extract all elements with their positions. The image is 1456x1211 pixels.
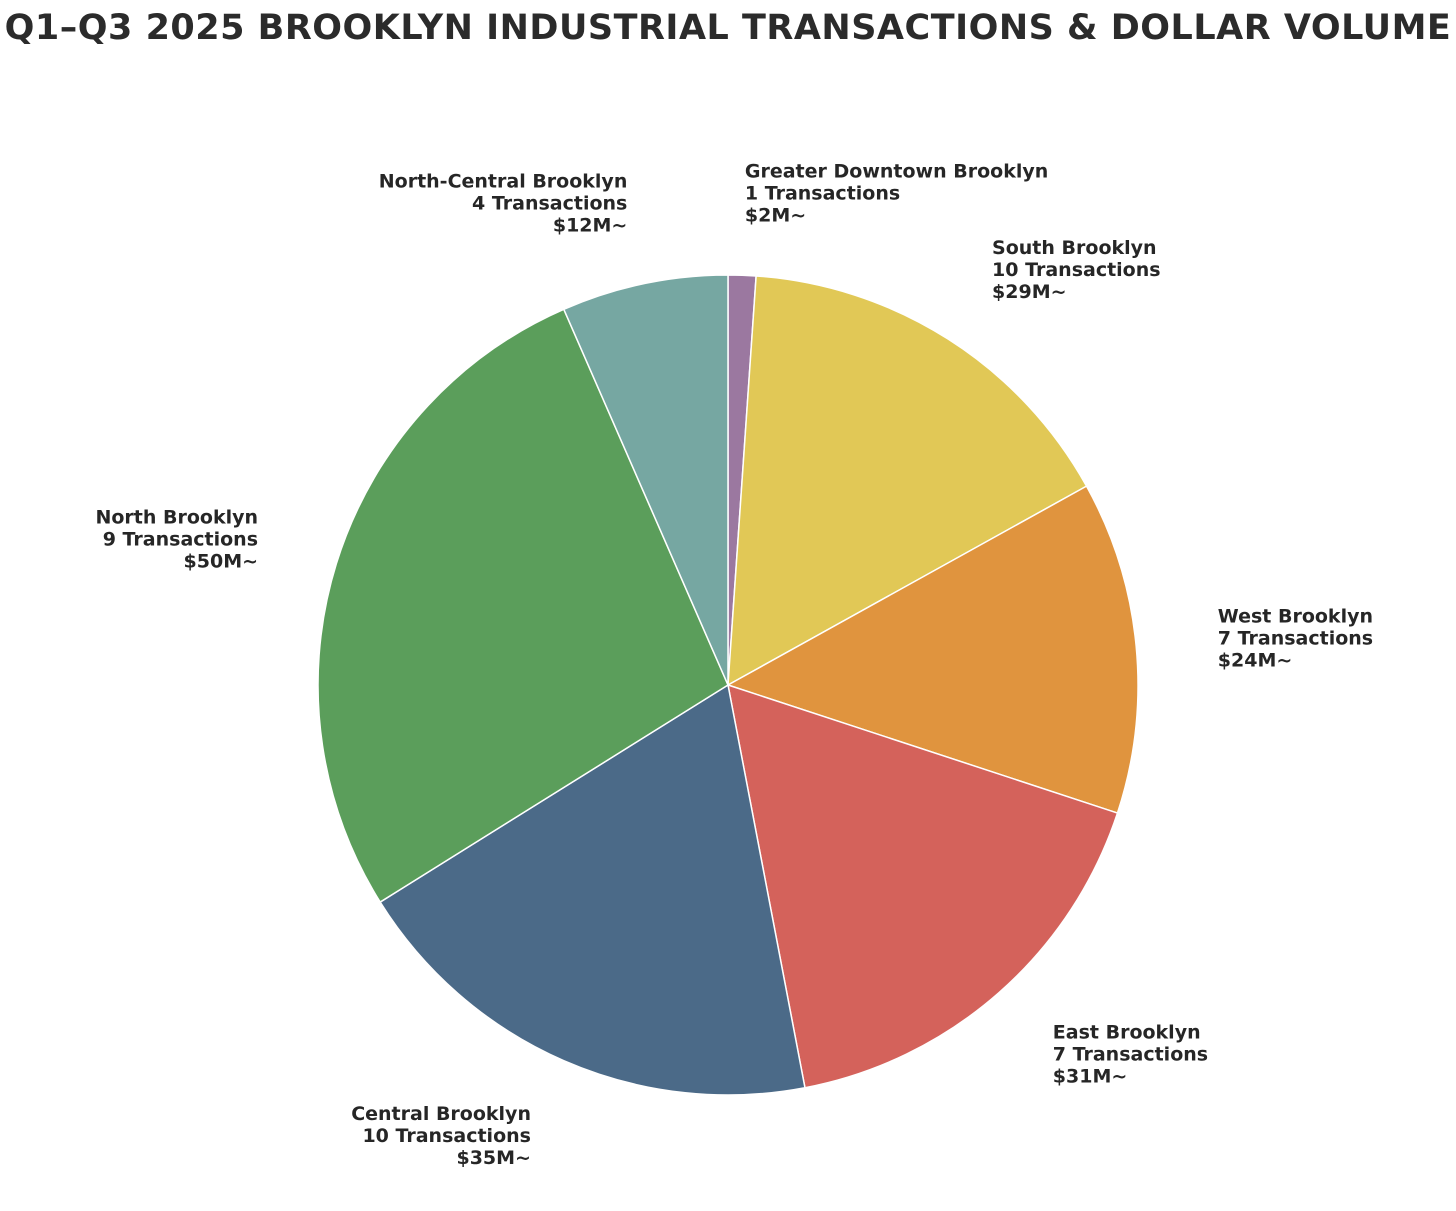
- slice-label-value: $2M~: [745, 204, 806, 226]
- slice-label-value: $24M~: [1218, 650, 1293, 672]
- pie-labels: Greater Downtown Brooklyn 1 Transactions $…: [95, 160, 1373, 1169]
- slice-label-name: North-Central Brooklyn: [379, 170, 628, 192]
- slice-label-north-central-brooklyn: North-Central Brooklyn 4 Transactions $12M…: [379, 170, 628, 236]
- slice-label-transactions: 10 Transactions: [992, 259, 1161, 281]
- slice-label-value: $29M~: [992, 281, 1066, 303]
- slice-label-name: East Brooklyn: [1053, 1022, 1201, 1044]
- pie-slice-east-brooklyn: [727, 684, 1119, 1089]
- pie-slice-west-brooklyn: [727, 485, 1139, 814]
- slice-label-transactions: 7 Transactions: [1218, 628, 1373, 650]
- slice-label-north-brooklyn: North Brooklyn 9 Transactions $50M~: [95, 506, 258, 572]
- pie-slice-central-brooklyn: [379, 684, 806, 1096]
- slice-label-central-brooklyn: Central Brooklyn 10 Transactions $35M~: [351, 1103, 531, 1169]
- slice-label-name: North Brooklyn: [95, 506, 258, 528]
- slice-label-transactions: 10 Transactions: [362, 1125, 531, 1147]
- slice-label-name: Greater Downtown Brooklyn: [745, 160, 1048, 182]
- slice-label-greater-downtown-brooklyn: Greater Downtown Brooklyn 1 Transactions $…: [745, 160, 1048, 226]
- slice-label-value: $31M~: [1053, 1066, 1128, 1088]
- chart-title: Q1–Q3 2025 BROOKLYN INDUSTRIAL TRANSACTI…: [4, 8, 1452, 48]
- pie-slice-south-brooklyn: [727, 275, 1088, 686]
- pie-slices: [317, 274, 1139, 1096]
- pie-slice-north-central-brooklyn: [563, 274, 729, 686]
- slice-label-transactions: 9 Transactions: [103, 528, 258, 550]
- slice-label-name: West Brooklyn: [1218, 606, 1373, 628]
- slice-label-transactions: 1 Transactions: [745, 182, 900, 204]
- slice-label-south-brooklyn: South Brooklyn 10 Transactions $29M~: [992, 237, 1161, 303]
- slice-label-east-brooklyn: East Brooklyn 7 Transactions $31M~: [1053, 1022, 1208, 1088]
- pie-slice-north-brooklyn: [317, 308, 729, 903]
- slice-label-transactions: 4 Transactions: [472, 192, 627, 214]
- slice-label-name: South Brooklyn: [992, 237, 1157, 259]
- slice-label-value: $35M~: [456, 1147, 531, 1169]
- slice-label-name: Central Brooklyn: [351, 1103, 531, 1125]
- slice-label-west-brooklyn: West Brooklyn 7 Transactions $24M~: [1218, 606, 1373, 672]
- slice-label-transactions: 7 Transactions: [1053, 1044, 1208, 1066]
- slice-label-value: $12M~: [553, 214, 628, 236]
- slice-label-value: $50M~: [184, 550, 259, 572]
